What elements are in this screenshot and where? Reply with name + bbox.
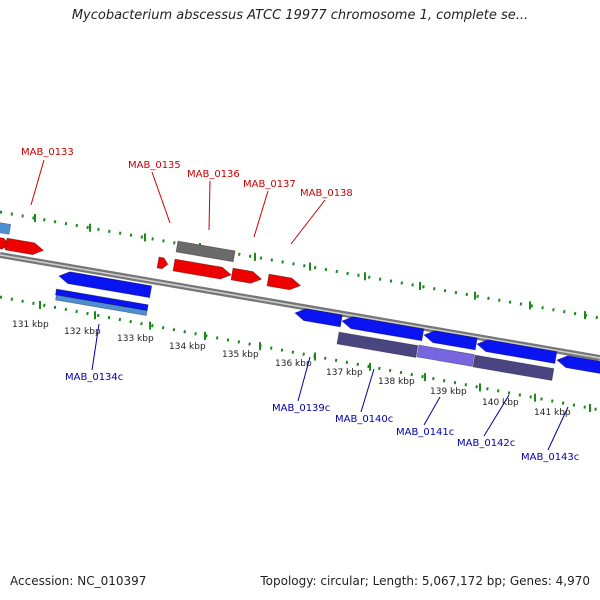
gene-label-forward-leader xyxy=(208,180,211,231)
gene-label-reverse[interactable]: MAB_0134c xyxy=(65,372,123,383)
gene-label-forward-leader xyxy=(253,190,269,238)
gene-arrow-reverse[interactable] xyxy=(58,270,153,299)
gene-label-reverse-leader xyxy=(547,406,569,451)
gene-label-reverse-leader xyxy=(360,368,375,413)
scale-label: 141 kbp xyxy=(534,408,571,418)
upper-scale-track xyxy=(0,210,600,320)
accession-label: Accession: NC_010397 xyxy=(10,574,147,588)
gene-label-forward-leader xyxy=(151,171,171,224)
gene-arrow-reverse[interactable] xyxy=(556,354,600,375)
gene-arrow-forward[interactable] xyxy=(172,258,232,281)
scale-label: 136 kbp xyxy=(275,359,312,369)
gene-block-cds-highlight[interactable] xyxy=(416,344,475,367)
gene-label-forward[interactable]: MAB_0136 xyxy=(187,169,240,180)
gene-block-grey[interactable] xyxy=(175,240,236,263)
gene-block-light[interactable] xyxy=(55,294,148,316)
scale-label: 137 kbp xyxy=(326,368,363,378)
gene-arrow-forward[interactable] xyxy=(156,256,169,270)
scale-label: 140 kbp xyxy=(482,398,519,408)
gene-block-reverse[interactable] xyxy=(55,288,149,312)
gene-arrow-reverse[interactable] xyxy=(476,338,558,364)
gene-label-reverse-leader xyxy=(423,396,441,426)
scale-label: 132 kbp xyxy=(64,327,101,337)
gene-arrow-reverse[interactable] xyxy=(294,307,343,328)
scale-label: 135 kbp xyxy=(222,350,259,360)
gene-label-reverse[interactable]: MAB_0142c xyxy=(457,438,515,449)
genome-summary: Topology: circular; Length: 5,067,172 bp… xyxy=(260,574,590,588)
gene-block-light[interactable] xyxy=(0,221,12,235)
gene-label-reverse[interactable]: MAB_0139c xyxy=(272,403,330,414)
scale-label: 133 kbp xyxy=(117,334,154,344)
chromosome-backbone-highlight xyxy=(0,254,600,359)
map-title: Mycobacterium abscessus ATCC 19977 chrom… xyxy=(71,8,529,23)
gene-label-forward-leader xyxy=(30,159,45,206)
gene-arrow-forward[interactable] xyxy=(230,267,263,285)
gene-arrow-forward[interactable] xyxy=(4,237,45,256)
gene-arrow-reverse[interactable] xyxy=(423,329,478,351)
gene-arrow-forward[interactable] xyxy=(266,273,302,291)
gene-block-cds[interactable] xyxy=(336,331,419,358)
gene-label-reverse-leader xyxy=(297,356,311,402)
gene-block-cds[interactable] xyxy=(472,354,555,381)
scale-label: 139 kbp xyxy=(430,387,467,397)
scale-label: 138 kbp xyxy=(378,377,415,387)
gene-label-reverse[interactable]: MAB_0140c xyxy=(335,414,393,425)
gene-label-forward[interactable]: MAB_0138 xyxy=(300,188,353,199)
gene-label-forward-leader xyxy=(290,199,326,245)
gene-label-forward[interactable]: MAB_0133 xyxy=(21,147,74,158)
gene-label-reverse-leader xyxy=(483,394,510,437)
gene-label-reverse[interactable]: MAB_0143c xyxy=(521,452,579,463)
scale-label: 131 kbp xyxy=(12,320,49,330)
gene-arrow-reverse[interactable] xyxy=(341,315,425,342)
gene-label-forward[interactable]: MAB_0137 xyxy=(243,179,296,190)
gene-label-reverse[interactable]: MAB_0141c xyxy=(396,427,454,438)
gene-label-forward[interactable]: MAB_0135 xyxy=(128,160,181,171)
scale-label: 134 kbp xyxy=(169,342,206,352)
gene-label-reverse-leader xyxy=(91,323,100,371)
